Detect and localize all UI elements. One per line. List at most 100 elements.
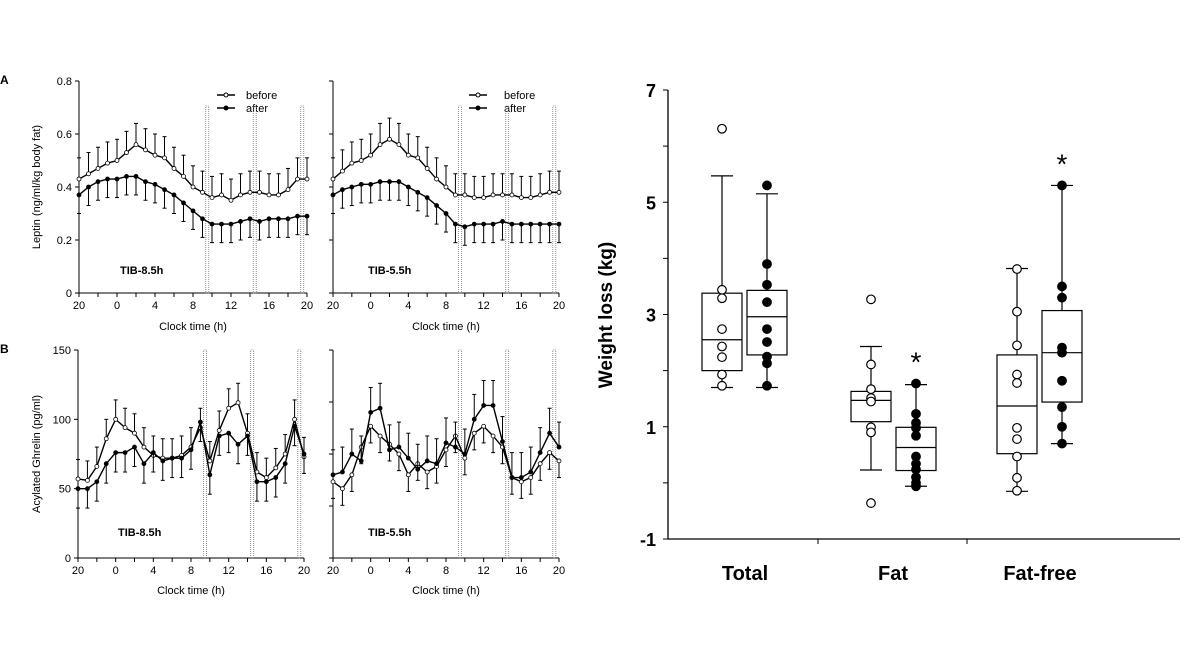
ghrelin-5.5-x-tick-label: 20 (553, 565, 565, 577)
leptin-8.5-before-point (152, 152, 158, 158)
box-total-after-point (762, 380, 772, 391)
leptin-8.5-after-point (266, 216, 272, 222)
leptin-5.5-legend-before: before (504, 90, 535, 102)
leptin-8.5-before-point (209, 195, 215, 201)
ghrelin-8.5-y-tick-label: 50 (59, 484, 71, 496)
weight-loss-y-axis-label: Weight loss (kg) (596, 242, 617, 388)
leptin-8.5-before-point (181, 173, 186, 179)
leptin-8.5-before-point (190, 184, 196, 190)
leptin-5.5-before-point (396, 142, 402, 148)
weight-loss-y-tick-label: -1 (640, 530, 656, 550)
ghrelin-8.5-before-point (122, 425, 128, 431)
leptin-8.5-before-point (133, 142, 139, 148)
ghrelin-8.5-after-point (94, 479, 100, 485)
ghrelin-8.5-annotation: TIB-8.5h (118, 527, 162, 539)
ghrelin-5.5-after-point (556, 444, 562, 450)
leptin-8.5-before-point (285, 187, 291, 193)
ghrelin-8.5-y-tick-label: 100 (53, 414, 71, 426)
leptin-5.5-legend-marker-after (475, 105, 481, 111)
leptin-8.5-meal-marker (252, 105, 257, 294)
ghrelin-8.5-after-point (254, 479, 260, 485)
ghrelin-5.5-before-point (443, 447, 449, 453)
ghrelin-5.5-before-point (349, 472, 355, 478)
ghrelin-8.5-after-point (75, 486, 81, 492)
ghrelin-8.5-before-point (85, 477, 90, 483)
leptin-5.5-before-point (471, 195, 477, 201)
leptin-5.5-before-point (330, 176, 336, 182)
box-total-after-point (762, 297, 772, 308)
ghrelin-8.5-after-point (245, 433, 250, 439)
ghrelin-8.5-after-point (198, 419, 203, 425)
leptin-5.5-x-axis-label: Clock time (h) (412, 321, 480, 333)
ghrelin-5.5-before-point (462, 455, 468, 461)
leptin-5.5-after-point (509, 221, 515, 227)
box-fat-free-before-point (1012, 472, 1022, 483)
leptin-8.5-after-point (247, 216, 253, 222)
leptin-5.5-before-point (415, 155, 421, 161)
ghrelin-5.5-after-point (368, 409, 374, 415)
ghrelin-8.5-before-point (207, 458, 213, 464)
weight-loss-y-tick-label: 5 (646, 193, 656, 213)
leptin-5.5-before-point (490, 192, 496, 198)
box-total-before-point (717, 341, 727, 352)
box-total-after-point (762, 180, 772, 191)
leptin-5.5-after-point (396, 179, 402, 185)
ghrelin-5.5-after-point (453, 444, 458, 450)
leptin-8.5-y-tick-label: 0.2 (57, 235, 72, 247)
box-fat-after-point (911, 430, 921, 441)
weight-loss-y-tick-label: 7 (646, 81, 656, 101)
leptin-8.5-after-point (133, 173, 139, 179)
leptin-5.5-after-point (556, 221, 562, 227)
ghrelin-5.5-after-point (500, 439, 505, 444)
leptin-8.5-before-point (114, 158, 120, 163)
leptin-5.5-after-point (424, 195, 430, 201)
leptin-5.5-after-point (443, 211, 449, 216)
panel-label-b: B (0, 342, 9, 356)
box-fat-free-after-point (1057, 375, 1067, 386)
leptin-8.5-after-point (304, 213, 310, 219)
leptin-8.5-x-tick-label: 20 (301, 300, 313, 312)
box-fat-free-before-point (1012, 369, 1022, 380)
box-total-after-point (762, 279, 772, 290)
leptin-5.5-before-point (377, 142, 383, 148)
leptin-5.5-after-point (330, 192, 336, 198)
ghrelin-5.5-x-axis-label: Clock time (h) (412, 585, 480, 597)
leptin-5.5-meal-marker (505, 105, 510, 294)
ghrelin-5.5-after-point (349, 451, 355, 457)
ghrelin-5.5-after-point (528, 469, 534, 475)
leptin-5.5-before-point (462, 192, 468, 198)
ghrelin-8.5-after-point (226, 430, 232, 436)
ghrelin-5.5-x-tick-label: 4 (405, 565, 411, 577)
leptin-8.5-x-tick-label: 20 (73, 300, 85, 312)
box-fat-after-point (911, 378, 921, 389)
leptin-8.5-after-point (238, 219, 243, 224)
leptin-8.5-before-point (171, 166, 177, 171)
leptin-8.5-legend-after: after (246, 103, 268, 115)
ghrelin-8.5-before-point (273, 465, 279, 471)
leptin-5.5-before-point (443, 184, 449, 190)
weight-loss-y-tick-label: 1 (646, 418, 656, 438)
box-fat-free-before-point (1012, 434, 1022, 444)
ghrelin-8.5-x-axis-label: Clock time (h) (157, 585, 225, 597)
panel-label-a: A (0, 73, 9, 87)
leptin-8.5-after-point (181, 200, 186, 206)
ghrelin-5.5-before-point (396, 451, 402, 457)
leptin-5.5-after-point (358, 181, 364, 187)
ghrelin-5.5-before-point (537, 461, 543, 467)
ghrelin-5.5-before-point (518, 479, 524, 485)
leptin-8.5-after-point (295, 213, 300, 219)
ghrelin-5.5-annotation: TIB-5.5h (368, 527, 412, 539)
leptin-5.5-before-point (434, 176, 439, 182)
ghrelin-8.5-after-point (301, 451, 307, 457)
box-fat-before-point (866, 294, 876, 305)
leptin-8.5-meal-marker (205, 105, 210, 294)
leptin-8.5-y-tick-label: 0.4 (57, 182, 72, 194)
weight-loss-y-tick-label: 3 (646, 306, 656, 326)
leptin-8.5-after-point (124, 173, 129, 179)
ghrelin-8.5-x-tick-label: 0 (113, 565, 119, 577)
leptin-5.5-after-point (537, 221, 543, 227)
leptin-5.5-after-point (500, 219, 505, 224)
leptin-5.5-meal-marker (458, 105, 463, 294)
ghrelin-5.5-before-point (405, 472, 411, 478)
leptin-8.5-after-point (105, 176, 110, 182)
